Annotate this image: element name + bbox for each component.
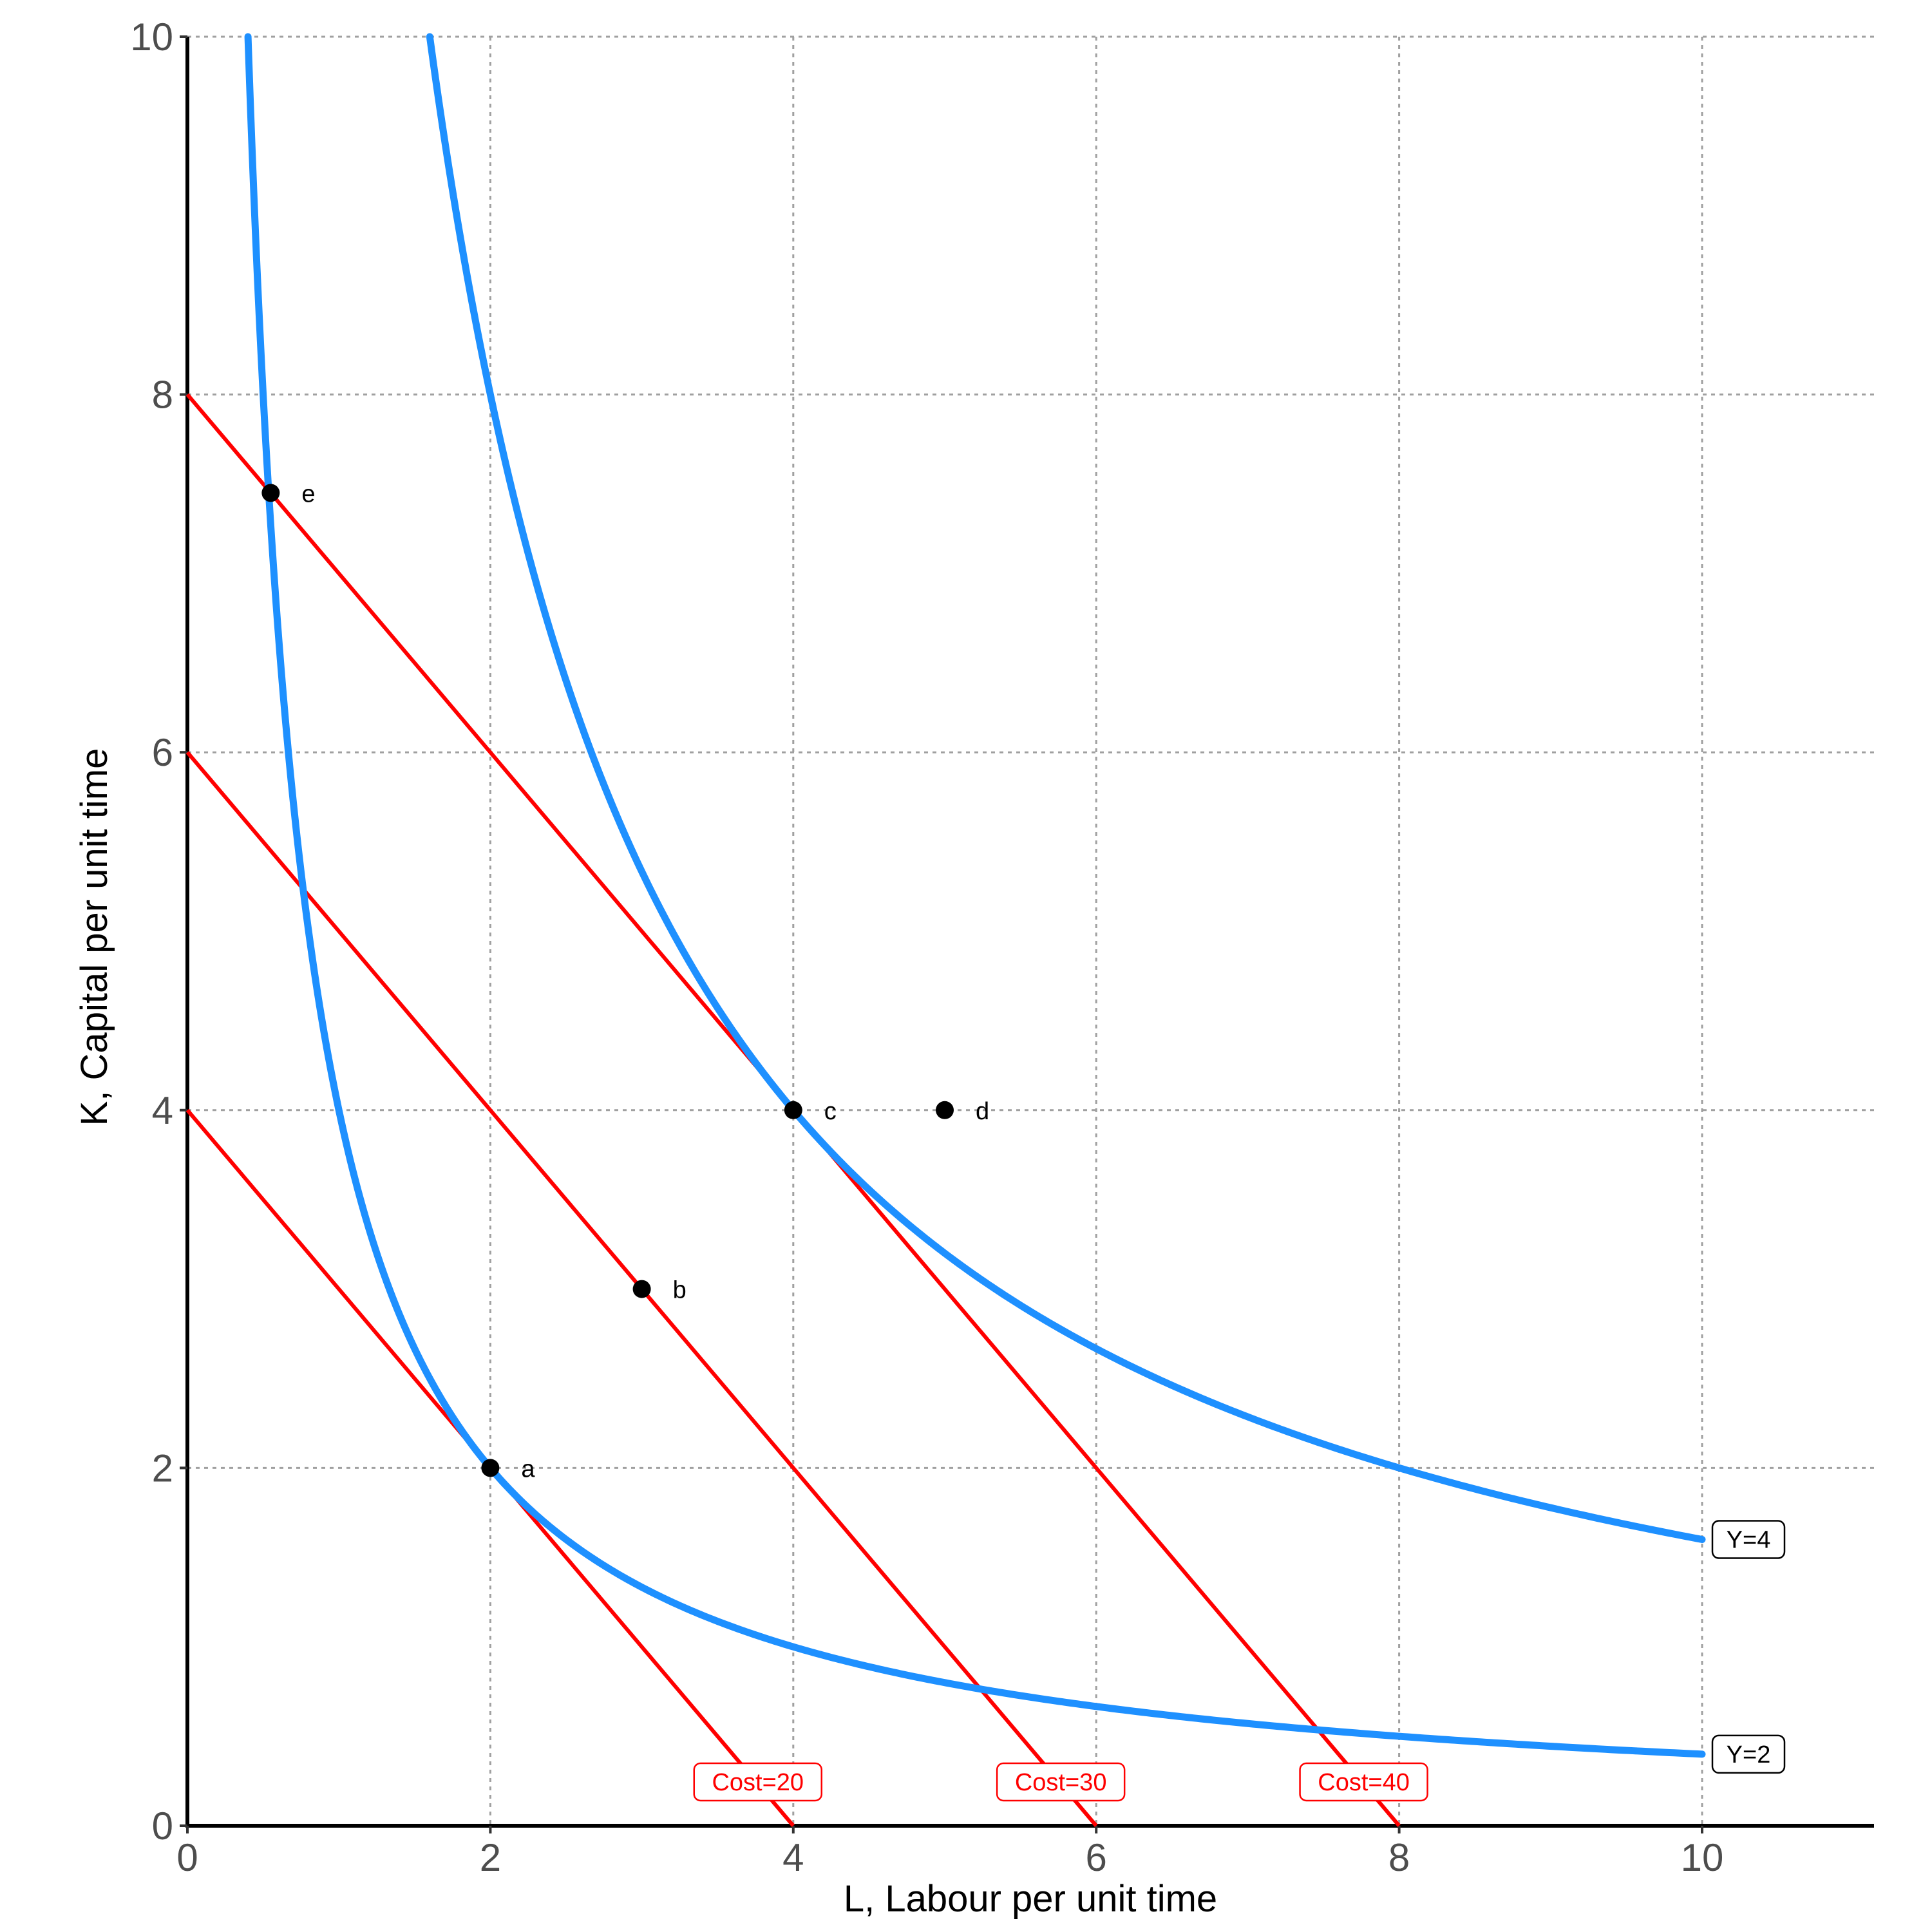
isoquant-tag: Y=2 — [1711, 1734, 1786, 1774]
isoquant-tag-text: Y=4 — [1727, 1527, 1771, 1554]
isoquant-tag-text: Y=2 — [1727, 1741, 1771, 1768]
point-marker — [936, 1101, 954, 1119]
isoquant-curve — [426, 33, 1706, 1544]
y-tick-label: 10 — [130, 15, 173, 59]
y-tick-labels: 0 2 4 6 8 10 — [130, 15, 187, 1848]
point-marker — [261, 484, 280, 502]
isocost-tag-box — [1299, 1762, 1428, 1802]
isocost-tag: Cost=20 — [693, 1762, 823, 1802]
point-marker — [481, 1459, 500, 1477]
x-tick-labels: 0 2 4 6 8 10 — [176, 1826, 1723, 1879]
point-label: e — [301, 480, 315, 507]
y-tick-label: 2 — [152, 1446, 173, 1490]
isoquant-curve — [244, 33, 1706, 1758]
point-label: a — [521, 1455, 535, 1482]
point-label: c — [824, 1098, 837, 1125]
isocost-tag-text: Cost=40 — [1318, 1769, 1410, 1796]
isocost-tag: Cost=30 — [996, 1762, 1126, 1802]
line-tags: Y=2 Y=4 Cost=20 Cost=30 Cost=40 — [693, 1520, 1786, 1802]
x-tick-label: 10 — [1681, 1836, 1724, 1879]
isocost-tag-text: Cost=20 — [712, 1769, 804, 1796]
point-marker — [632, 1280, 651, 1298]
point-marker — [784, 1101, 802, 1119]
isoquant-tag-box — [1711, 1734, 1786, 1774]
isocost-tag-box — [996, 1762, 1126, 1802]
y-axis-title: K, Capital per unit time — [73, 748, 115, 1126]
isoquant-tag: Y=4 — [1711, 1520, 1786, 1559]
x-tick-label: 2 — [480, 1836, 501, 1879]
x-tick-label: 6 — [1086, 1836, 1107, 1879]
x-axis-title: L, Labour per unit time — [844, 1878, 1217, 1920]
isocost-tag-text: Cost=30 — [1015, 1769, 1107, 1796]
x-tick-label: 4 — [782, 1836, 804, 1879]
isoquant-tag-box — [1711, 1520, 1786, 1559]
y-tick-label: 0 — [152, 1804, 173, 1848]
y-tick-label: 6 — [152, 731, 173, 774]
isocost-tag: Cost=40 — [1299, 1762, 1428, 1802]
point-label: b — [673, 1277, 687, 1304]
axes — [185, 37, 1874, 1828]
x-tick-label: 0 — [176, 1836, 198, 1879]
x-tick-label: 8 — [1388, 1836, 1410, 1879]
point-label: d — [976, 1098, 989, 1125]
y-tick-label: 8 — [152, 374, 173, 417]
isocost-tag-box — [693, 1762, 823, 1802]
grid-lines — [187, 35, 1874, 1826]
y-tick-label: 4 — [152, 1089, 173, 1132]
plot-area: a b c d e — [185, 33, 1706, 1827]
